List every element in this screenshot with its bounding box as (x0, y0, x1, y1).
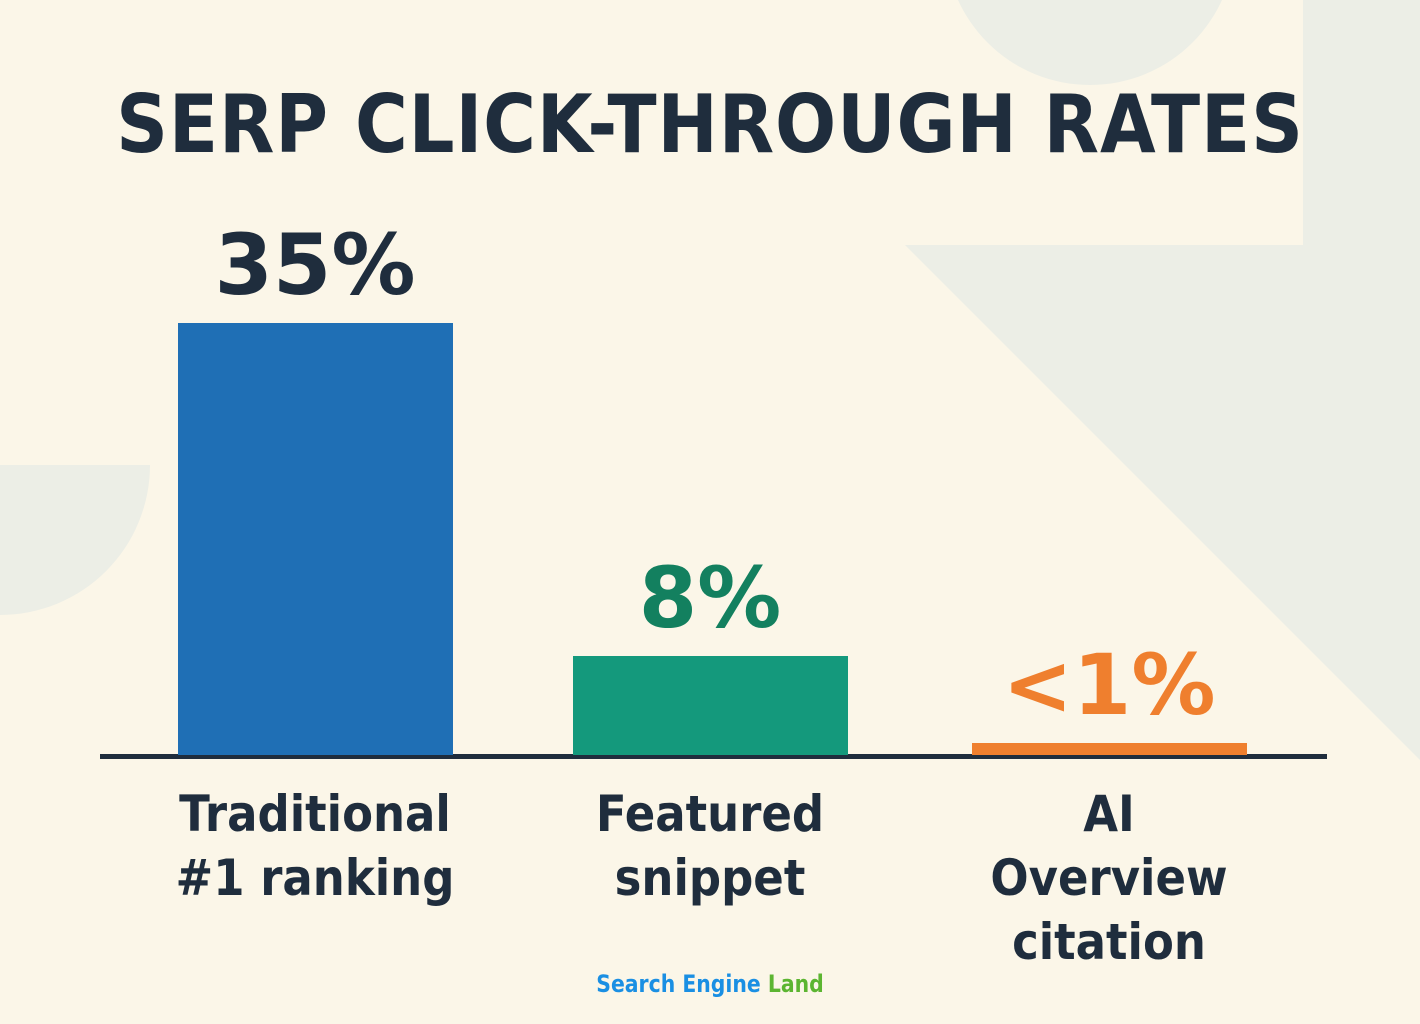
bar (971, 742, 1247, 755)
value-label: 8% (638, 549, 782, 648)
brand-part: Land (767, 970, 824, 998)
brand-part: Search Engine (596, 970, 761, 998)
value-label: <1% (1002, 635, 1216, 734)
bar (572, 656, 848, 755)
footer-brand: Search Engine Land (107, 970, 1314, 998)
x-tick-label: Featured snippet (595, 785, 825, 907)
value-label: 35% (214, 216, 416, 314)
x-tick-label: Traditional #1 ranking (175, 785, 455, 907)
chart-title: SERP CLICK-THROUGH RATES (116, 78, 1304, 171)
x-tick-label: AI Overview citation (990, 785, 1228, 971)
bar (177, 323, 453, 755)
baseline (100, 754, 1327, 759)
